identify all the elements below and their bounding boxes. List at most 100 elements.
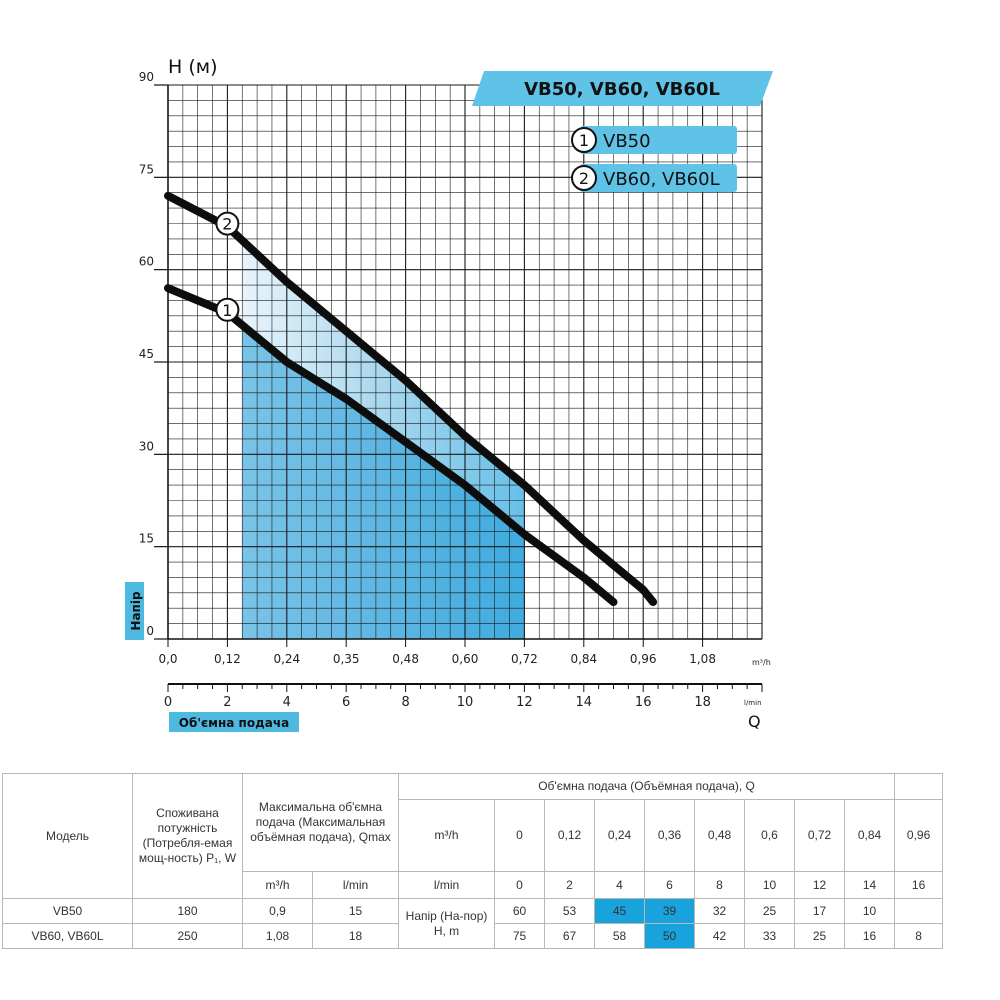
y-tick-label: 60: [139, 255, 154, 269]
flow-m3h-cell: 0,96: [894, 799, 944, 872]
title-banner: [472, 71, 773, 106]
qmax-m3h-cell: 1,08: [242, 923, 313, 949]
head-cell: 53: [544, 898, 596, 924]
col-flow-header: Об'ємна подача (Объёмная подача), Q: [398, 773, 896, 800]
head-cell-highlighted: 45: [594, 898, 646, 924]
x-tick-label-lmin: 6: [342, 695, 350, 710]
head-cell: 8: [894, 923, 944, 949]
x-side-label: Об'ємна подача: [179, 716, 289, 730]
data-point: [652, 601, 655, 604]
head-cell: 60: [494, 898, 546, 924]
data-point: [285, 361, 288, 363]
data-point: [404, 441, 407, 444]
head-label: Напір (На-пор) H, m: [398, 898, 496, 949]
flow-lmin-cell: 0: [494, 871, 546, 899]
data-point: [582, 576, 585, 579]
series-curves: [164, 191, 658, 607]
flow-m3h-cell: 0,12: [544, 799, 596, 872]
curve-marker: [215, 297, 240, 322]
x-tick-label-lmin: 14: [576, 695, 593, 710]
flow-lmin-cell: 12: [794, 871, 846, 899]
x-tick-label-lmin: 4: [283, 695, 291, 710]
x-tick-label-lmin: 0: [164, 695, 172, 710]
qmax-unit-m3h: m³/h: [242, 871, 313, 899]
flow-lmin-cell: 4: [594, 871, 646, 899]
head-cell-highlighted: 39: [644, 898, 696, 924]
head-cell: 33: [744, 923, 796, 949]
flow-m3h-cell: 0,48: [694, 799, 746, 872]
unit-m3h-label: m³/h: [398, 799, 496, 872]
flow-lmin-cell: 2: [544, 871, 596, 899]
data-point: [404, 379, 407, 382]
legend-marker-label: 2: [579, 169, 589, 188]
flow-m3h-cell: 0,36: [644, 799, 696, 872]
y-tick-label: 90: [139, 70, 154, 84]
col-power-header: Споживана потужність (Потребля-емая мощ-…: [132, 773, 243, 899]
head-cell: 67: [544, 923, 596, 949]
y-tick-label: 75: [139, 162, 154, 176]
working-range-inner: [242, 325, 525, 639]
head-cell: 58: [594, 923, 646, 949]
x-tick-label-lmin: 16: [635, 695, 652, 710]
qmax-m3h-cell: 0,9: [242, 898, 313, 924]
legend-marker-label: 1: [579, 131, 589, 150]
col-qmax-header: Максимальна об'ємна подача (Максимальная…: [241, 773, 400, 872]
legend-bar: [580, 164, 737, 192]
curve-marker-label: 2: [222, 215, 232, 234]
col-model-header: Модель: [2, 773, 133, 899]
x-tick-label-m3h: 0,0: [158, 652, 177, 666]
legend-label: VB50: [603, 131, 651, 152]
x-tick-label-lmin: 18: [694, 695, 711, 710]
y-tick-label: 30: [139, 439, 154, 453]
series-line-2: [164, 191, 658, 607]
head-cell: [894, 898, 944, 924]
data-point: [167, 287, 169, 290]
data-point: [285, 280, 288, 283]
head-cell: 42: [694, 923, 746, 949]
flow-lmin-cell: 10: [744, 871, 796, 899]
data-point: [612, 601, 615, 604]
head-cell: 25: [794, 923, 846, 949]
x-tick-label-m3h: 0,96: [630, 652, 657, 666]
legend-marker: [571, 127, 597, 153]
flow-m3h-cell: 0: [494, 799, 546, 872]
legend-marker: [571, 165, 597, 191]
qmax-lmin-cell: 18: [311, 923, 400, 949]
x-tick-label-lmin: 10: [457, 695, 474, 710]
flow-lmin-cell: 16: [894, 871, 944, 899]
qmax-lmin-cell: 15: [311, 898, 400, 924]
flow-m3h-cell: 0,24: [594, 799, 646, 872]
unit-lmin-label: l/min: [398, 871, 496, 899]
data-point: [167, 194, 169, 197]
data-point: [345, 330, 348, 333]
power-cell: 250: [132, 923, 243, 949]
y-tick-label: 15: [139, 532, 154, 546]
flow-m3h-cell: 0,6: [744, 799, 796, 872]
power-cell: 180: [132, 898, 243, 924]
y-side-label: Напір: [129, 591, 143, 631]
y-tick-label: 45: [139, 347, 154, 361]
x-tick-label-m3h: 1,08: [689, 652, 716, 666]
flow-lmin-cell: 6: [644, 871, 696, 899]
head-cell: 32: [694, 898, 746, 924]
flow-m3h-cell: 0,84: [844, 799, 896, 872]
head-cell: 10: [844, 898, 896, 924]
table-row: VB50 180 0,9 15 Напір (На-пор) H, m 60 5…: [2, 898, 944, 949]
head-cell: 17: [794, 898, 846, 924]
curve-marker-label: 1: [222, 301, 232, 320]
table-row: VB60, VB60L 250 1,08 18 75 67 58 50 42 3…: [2, 923, 944, 949]
y-tick-label: 0: [146, 624, 154, 638]
head-cell: 25: [744, 898, 796, 924]
data-point: [582, 539, 585, 542]
x-tick-label-m3h: 0,48: [392, 652, 419, 666]
empty-cell: [894, 773, 944, 800]
x-unit-lmin: l/min: [744, 699, 762, 707]
x-axis-title: Q: [748, 712, 761, 731]
data-point: [523, 533, 526, 536]
working-range-area: [242, 240, 525, 639]
y-axis-title: H (м): [168, 56, 218, 78]
data-point: [345, 397, 348, 400]
